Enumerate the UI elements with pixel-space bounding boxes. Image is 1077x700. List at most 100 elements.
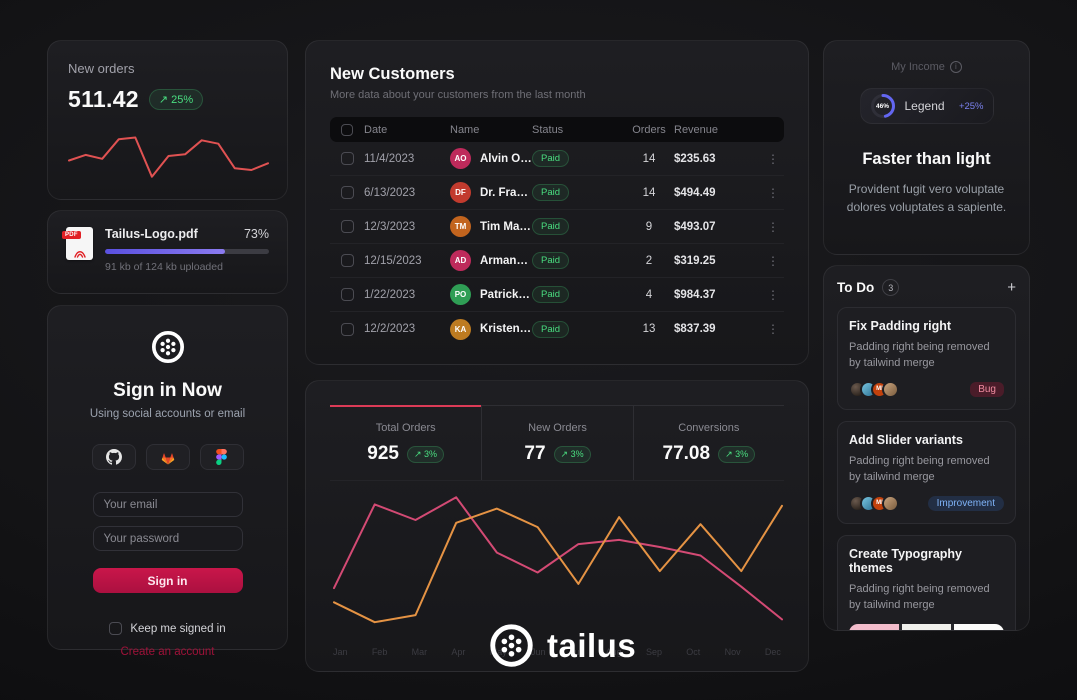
row-menu-icon[interactable]: ⋮ [767, 322, 779, 336]
row-checkbox[interactable] [340, 322, 354, 336]
improvement-badge: Improvement [927, 495, 1004, 511]
upload-filename: Tailus-Logo.pdf [105, 227, 198, 241]
income-legend-pill: 46% Legend +25% [859, 88, 994, 124]
income-label: My Income [891, 61, 945, 73]
income-body: Provident fugit vero voluptate dolores v… [846, 182, 1007, 214]
add-task-icon[interactable]: + [1007, 279, 1016, 296]
delta-badge: ↗ 3% [406, 445, 445, 463]
email-field[interactable] [92, 492, 243, 517]
row-menu-icon[interactable]: ⋮ [767, 185, 779, 200]
tab-conversions[interactable]: Conversions 77.08 ↗ 3% [632, 405, 784, 480]
task-card[interactable]: Fix Padding right Padding right being re… [837, 307, 1016, 410]
upload-percent: 73% [243, 227, 269, 241]
axis-label: May [489, 647, 507, 657]
info-icon[interactable]: i [949, 61, 962, 73]
legend-label: Legend [904, 99, 945, 113]
gitlab-icon [161, 452, 174, 464]
select-all-checkbox[interactable] [341, 123, 353, 136]
axis-label: Oct [686, 647, 701, 657]
tailus-logo-icon [489, 623, 534, 668]
status-badge: Paid [532, 286, 570, 303]
row-menu-icon[interactable]: ⋮ [767, 287, 779, 302]
avatar: AD [450, 250, 471, 271]
avatar: DF [450, 182, 471, 203]
row-menu-icon[interactable]: ⋮ [767, 219, 779, 234]
tab-total-orders[interactable]: Total Orders 925 ↗ 3% [330, 405, 482, 480]
food-photo [901, 623, 952, 630]
income-heading: Faster than light [862, 150, 991, 168]
signin-button[interactable]: Sign in [92, 568, 243, 593]
keep-signed-checkbox[interactable] [109, 622, 123, 635]
col-orders: Orders [632, 123, 666, 136]
new-orders-sparkline [66, 125, 269, 187]
row-checkbox[interactable] [340, 288, 354, 301]
tab-new-orders[interactable]: New Orders 77 ↗ 3% [481, 405, 633, 480]
gitlab-signin-button[interactable] [145, 444, 190, 470]
income-percent: 46% [875, 102, 889, 110]
row-checkbox[interactable] [340, 220, 354, 233]
signin-subtitle: Using social accounts or email [89, 408, 246, 420]
status-badge: Paid [532, 320, 570, 338]
create-account-link[interactable]: Create an account [120, 646, 215, 658]
task-card[interactable]: Create Typography themes Padding right b… [837, 534, 1016, 630]
figma-signin-button[interactable] [199, 444, 244, 470]
file-upload-card: PDF Tailus-Logo.pdf 73% 91 kb of 124 kb … [47, 210, 288, 294]
password-field[interactable] [92, 526, 243, 551]
pdf-file-icon: PDF [62, 227, 93, 260]
avatar: TM [450, 216, 471, 237]
signin-title: Sign in Now [113, 380, 222, 401]
task-card[interactable]: Add Slider variants Padding right being … [837, 420, 1016, 524]
pdf-tag-label: PDF [62, 231, 81, 239]
customers-subtitle: More data about your customers from the … [330, 89, 586, 101]
row-checkbox[interactable] [340, 152, 354, 165]
orders-line-chart [330, 489, 784, 639]
table-header: Date Name Status Orders Revenue [330, 117, 784, 142]
axis-label: Jun [531, 647, 546, 657]
assignee-avatars: MI [849, 494, 899, 512]
tailus-logo-text: tailus [547, 626, 637, 664]
status-badge: Paid [532, 184, 570, 201]
row-checkbox[interactable] [340, 186, 354, 199]
bug-badge: Bug [970, 381, 1004, 397]
tailus-logo-icon [151, 330, 184, 364]
col-date: Date [364, 123, 388, 136]
signin-card: Sign in Now Using social accounts or ema… [47, 305, 288, 658]
acrobat-icon [73, 251, 86, 258]
axis-label: Sep [645, 647, 662, 657]
income-gauge: 46% [870, 93, 896, 119]
avatar: PO [450, 284, 471, 305]
delta-badge: ↗ 3% [718, 445, 756, 463]
col-name: Name [450, 123, 480, 136]
assignee-avatars: MI [849, 380, 899, 398]
new-orders-title: New orders [68, 61, 135, 76]
x-axis-labels: Jan Feb Mar Apr May Jun Jul Aug Sep Oct Nov Dec [330, 647, 784, 657]
upload-progress-fill [105, 249, 225, 254]
new-orders-card: New orders 511.42 ↗ 25% [47, 40, 288, 200]
food-photo [849, 623, 899, 630]
status-badge: Paid [532, 150, 570, 167]
axis-label: Jul [569, 647, 582, 657]
github-icon [105, 449, 122, 465]
row-menu-icon[interactable]: ⋮ [767, 151, 779, 166]
food-image-grid [849, 623, 1004, 630]
row-menu-icon[interactable]: ⋮ [767, 253, 779, 268]
axis-label: Dec [764, 647, 781, 657]
avatar: AO [450, 148, 471, 169]
axis-label: Nov [724, 647, 741, 657]
todo-card: To Do 3 + Fix Padding right Padding righ… [823, 265, 1030, 631]
todo-title: To Do [837, 280, 875, 295]
status-badge: Paid [532, 252, 570, 269]
col-revenue: Revenue [674, 123, 719, 136]
upload-progress-bar [105, 249, 269, 254]
income-card: My Income i 46% Legend +25% Faster than … [823, 40, 1030, 255]
axis-label: Jan [333, 647, 348, 657]
github-signin-button[interactable] [91, 444, 136, 470]
row-checkbox[interactable] [340, 254, 354, 267]
figma-icon [216, 449, 227, 465]
